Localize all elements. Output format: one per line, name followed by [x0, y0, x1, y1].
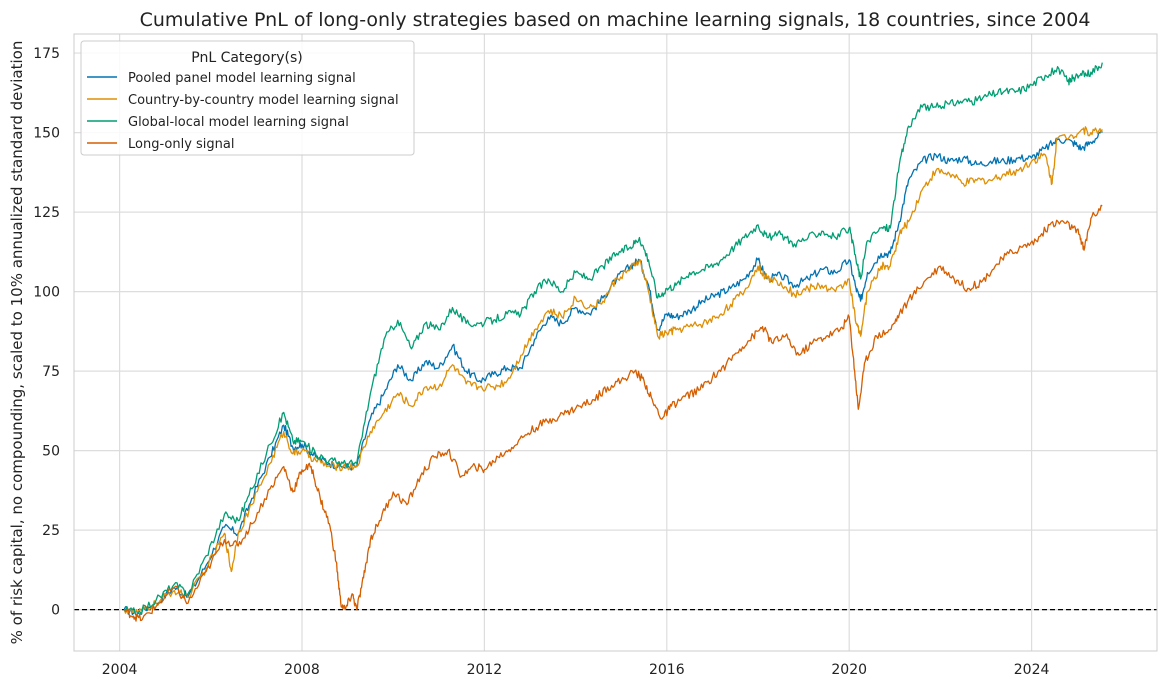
- legend: PnL Category(s) Pooled panel model learn…: [80, 40, 415, 156]
- y-axis-ticks: 0 25 50 75 100 125 150 175: [33, 46, 60, 619]
- legend-title: PnL Category(s): [191, 50, 303, 66]
- y-tick-label: 0: [51, 603, 60, 619]
- legend-label: Pooled panel model learning signal: [128, 71, 356, 86]
- legend-label: Global-local model learning signal: [128, 115, 349, 130]
- x-axis-ticks: 2004 2008 2012 2016 2020 2024: [102, 662, 1050, 678]
- x-tick-label: 2016: [649, 662, 685, 678]
- series-line-3: [123, 62, 1103, 617]
- grid-lines: [74, 34, 1157, 651]
- legend-label: Country-by-country model learning signal: [128, 93, 399, 108]
- y-tick-label: 175: [33, 46, 60, 62]
- y-tick-label: 25: [42, 523, 60, 539]
- series-line-2: [123, 126, 1103, 614]
- legend-box: [80, 40, 415, 156]
- x-tick-label: 2020: [831, 662, 867, 678]
- x-tick-label: 2024: [1014, 662, 1050, 678]
- x-tick-label: 2008: [284, 662, 320, 678]
- x-tick-label: 2004: [102, 662, 138, 678]
- x-tick-label: 2012: [467, 662, 503, 678]
- y-tick-label: 100: [33, 285, 60, 301]
- y-tick-label: 125: [33, 205, 60, 221]
- series-lines: [123, 62, 1103, 622]
- series-line-4: [124, 204, 1103, 622]
- plot-border: [73, 33, 1158, 652]
- y-axis-label: % of risk capital, no compounding, scale…: [8, 41, 26, 645]
- chart-title: Cumulative PnL of long-only strategies b…: [140, 9, 1091, 31]
- y-tick-label: 75: [42, 364, 60, 380]
- legend-items: Pooled panel model learning signal Countr…: [87, 71, 399, 152]
- legend-label: Long-only signal: [128, 137, 234, 152]
- y-tick-label: 150: [33, 126, 60, 142]
- series-line-1: [123, 129, 1103, 616]
- y-tick-label: 50: [42, 444, 60, 460]
